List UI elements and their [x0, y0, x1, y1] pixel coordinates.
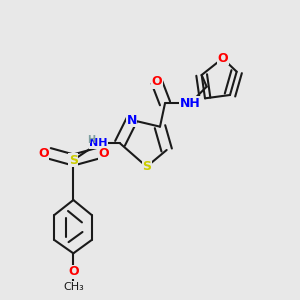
- Text: S: S: [69, 154, 78, 166]
- Text: S: S: [142, 160, 151, 173]
- Text: O: O: [218, 52, 228, 65]
- Text: NH: NH: [180, 97, 200, 110]
- Text: CH₃: CH₃: [63, 282, 84, 292]
- Text: N: N: [127, 113, 137, 127]
- Text: H: H: [87, 135, 95, 145]
- Text: O: O: [152, 75, 162, 88]
- Text: NH: NH: [89, 138, 108, 148]
- Text: O: O: [38, 147, 49, 160]
- Text: O: O: [68, 265, 79, 278]
- Text: O: O: [98, 147, 109, 160]
